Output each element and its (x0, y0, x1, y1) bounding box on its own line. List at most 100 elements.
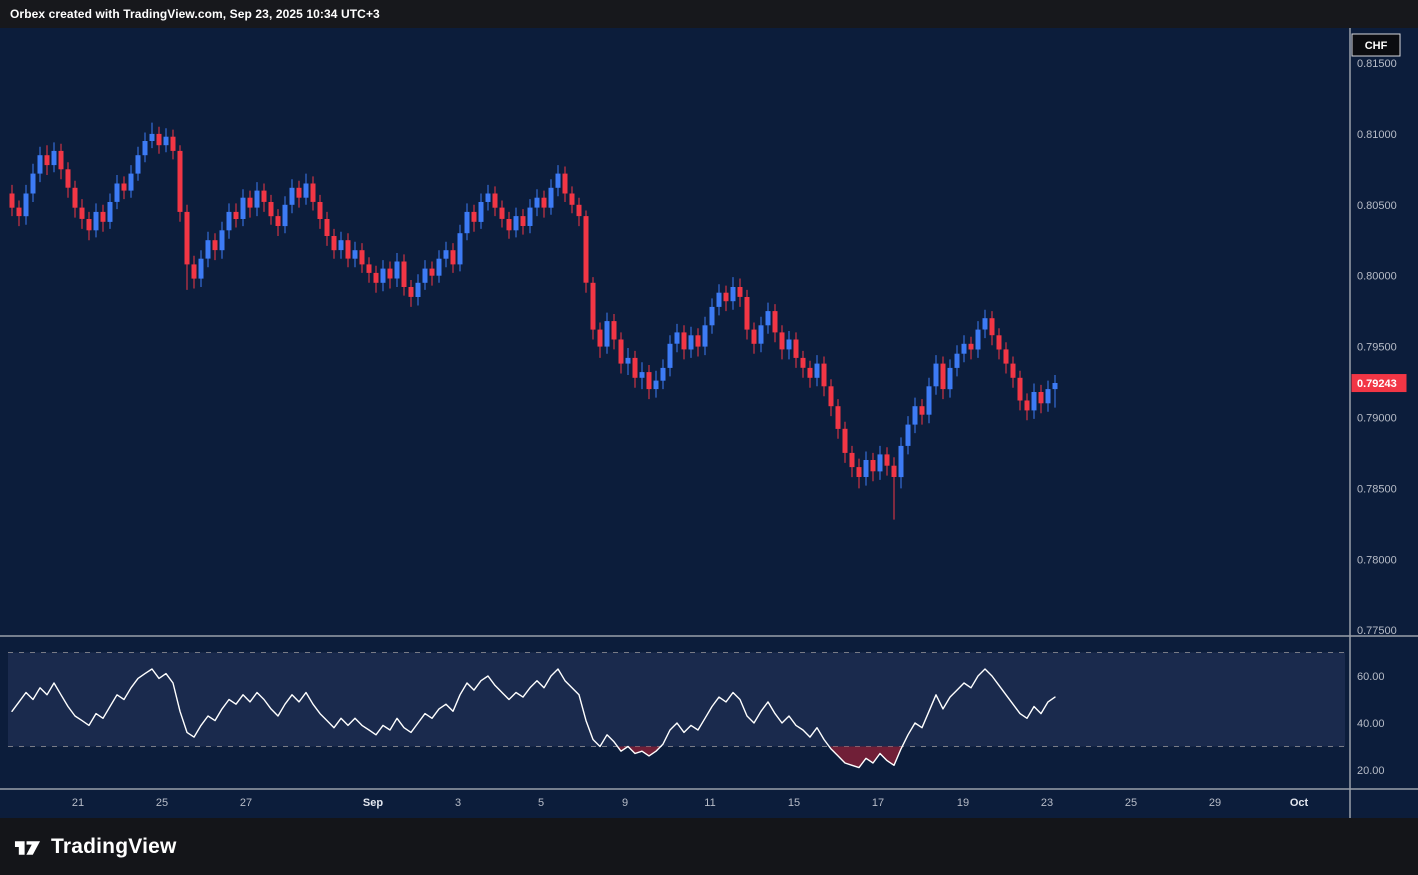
chart-header: Orbex created with TradingView.com, Sep … (0, 0, 1418, 28)
candle-body (366, 264, 372, 273)
candle-body (520, 216, 526, 226)
candle-body (877, 454, 883, 472)
candle-body (114, 183, 120, 202)
candle-body (968, 343, 974, 350)
candle-body (1003, 349, 1009, 364)
candle-body (513, 216, 519, 231)
time-axis-label: Oct (1290, 797, 1309, 809)
candle-body (219, 230, 225, 251)
candle-body (660, 367, 666, 381)
candle-body (842, 428, 848, 453)
price-axis-label: 0.80000 (1357, 271, 1397, 283)
candle-body (541, 197, 547, 208)
currency-box[interactable] (1351, 33, 1401, 57)
candle-body (835, 406, 841, 429)
candle-body (1031, 392, 1037, 411)
rsi-axis-label: 60.00 (1357, 671, 1385, 683)
time-axis-label: 27 (240, 797, 252, 809)
time-axis-label: 15 (788, 797, 800, 809)
chart-area[interactable]: 0.81500 0.81000 0.80500 0.80000 0.79500 0.790… (0, 28, 1418, 818)
candle-body (821, 363, 827, 387)
candle-body (548, 187, 554, 208)
candle-body (919, 406, 925, 415)
candle-body (814, 363, 820, 378)
candle-body (1052, 383, 1058, 390)
candle-body (72, 187, 78, 208)
candle-body (576, 204, 582, 217)
rsi-oversold-fill (829, 746, 903, 768)
time-axis-label: 25 (156, 797, 168, 809)
candle-body (1010, 363, 1016, 378)
price-axis-label: 0.79000 (1357, 413, 1397, 425)
candle-body (471, 211, 477, 222)
candle-body (863, 460, 869, 477)
candle-body (268, 202, 274, 217)
candle-body (289, 187, 295, 205)
candle-body (681, 332, 687, 350)
candle-body (625, 357, 631, 364)
candle-body (142, 141, 148, 156)
tradingview-logo-icon[interactable] (14, 835, 41, 859)
candle-body (590, 282, 596, 330)
candle-body (436, 258, 442, 276)
candle-body (1045, 389, 1051, 404)
candle-body (856, 467, 862, 477)
candle-body (996, 335, 1002, 350)
candle-body (79, 207, 85, 219)
candle-body (947, 367, 953, 390)
price-axis-label: 0.81500 (1357, 58, 1397, 70)
candle-body (226, 211, 232, 231)
candle-body (667, 343, 673, 368)
candle-body (9, 193, 15, 208)
candle-body (345, 240, 351, 259)
candle-body (800, 357, 806, 368)
candle-body (198, 258, 204, 279)
candle-body (107, 202, 113, 222)
candle-body (933, 363, 939, 387)
candle-body (786, 339, 792, 350)
candle-body (1038, 392, 1044, 404)
time-axis-label: 29 (1209, 797, 1221, 809)
time-axis-label: 5 (538, 797, 544, 809)
candle-body (912, 406, 918, 425)
candle-body (982, 318, 988, 330)
tradingview-brand-text[interactable]: TradingView (51, 834, 177, 858)
candle-body (618, 339, 624, 364)
candle-body (135, 155, 141, 174)
candle-body (156, 133, 162, 146)
chart-attribution: Orbex created with TradingView.com, Sep … (10, 7, 380, 21)
candle-body (359, 250, 365, 265)
candle-body (401, 261, 407, 287)
candle-body (387, 268, 393, 279)
candle-body (492, 193, 498, 208)
candle-body (247, 197, 253, 208)
candle-body (303, 183, 309, 198)
candlestick-rsi-chart[interactable]: 0.81500 0.81000 0.80500 0.80000 0.79500 0.790… (0, 28, 1418, 818)
rsi-axis-label: 20.00 (1357, 765, 1385, 777)
candle-body (478, 202, 484, 222)
candle-body (205, 240, 211, 259)
time-axis-label: Sep (363, 797, 383, 809)
time-axis-label: 3 (455, 797, 461, 809)
candle-body (485, 193, 491, 202)
rsi-axis-label: 40.00 (1357, 718, 1385, 730)
candle-body (737, 287, 743, 297)
time-axis-label: 17 (872, 797, 884, 809)
candle-body (772, 311, 778, 333)
candle-body (65, 169, 71, 188)
last-price-label: 0.79243 (1357, 378, 1397, 390)
candle-body (282, 204, 288, 227)
candle-body (849, 452, 855, 468)
candle-body (233, 211, 239, 219)
candle-body (1017, 377, 1023, 401)
candle-body (324, 219, 330, 236)
candle-body (555, 173, 561, 188)
candle-body (730, 287, 736, 302)
candle-body (562, 173, 568, 194)
candle-body (394, 261, 400, 279)
candle-body (163, 136, 169, 146)
candle-body (44, 155, 50, 166)
candle-body (569, 193, 575, 205)
time-axis-label: 9 (622, 797, 628, 809)
price-axis-label: 0.78500 (1357, 483, 1397, 495)
